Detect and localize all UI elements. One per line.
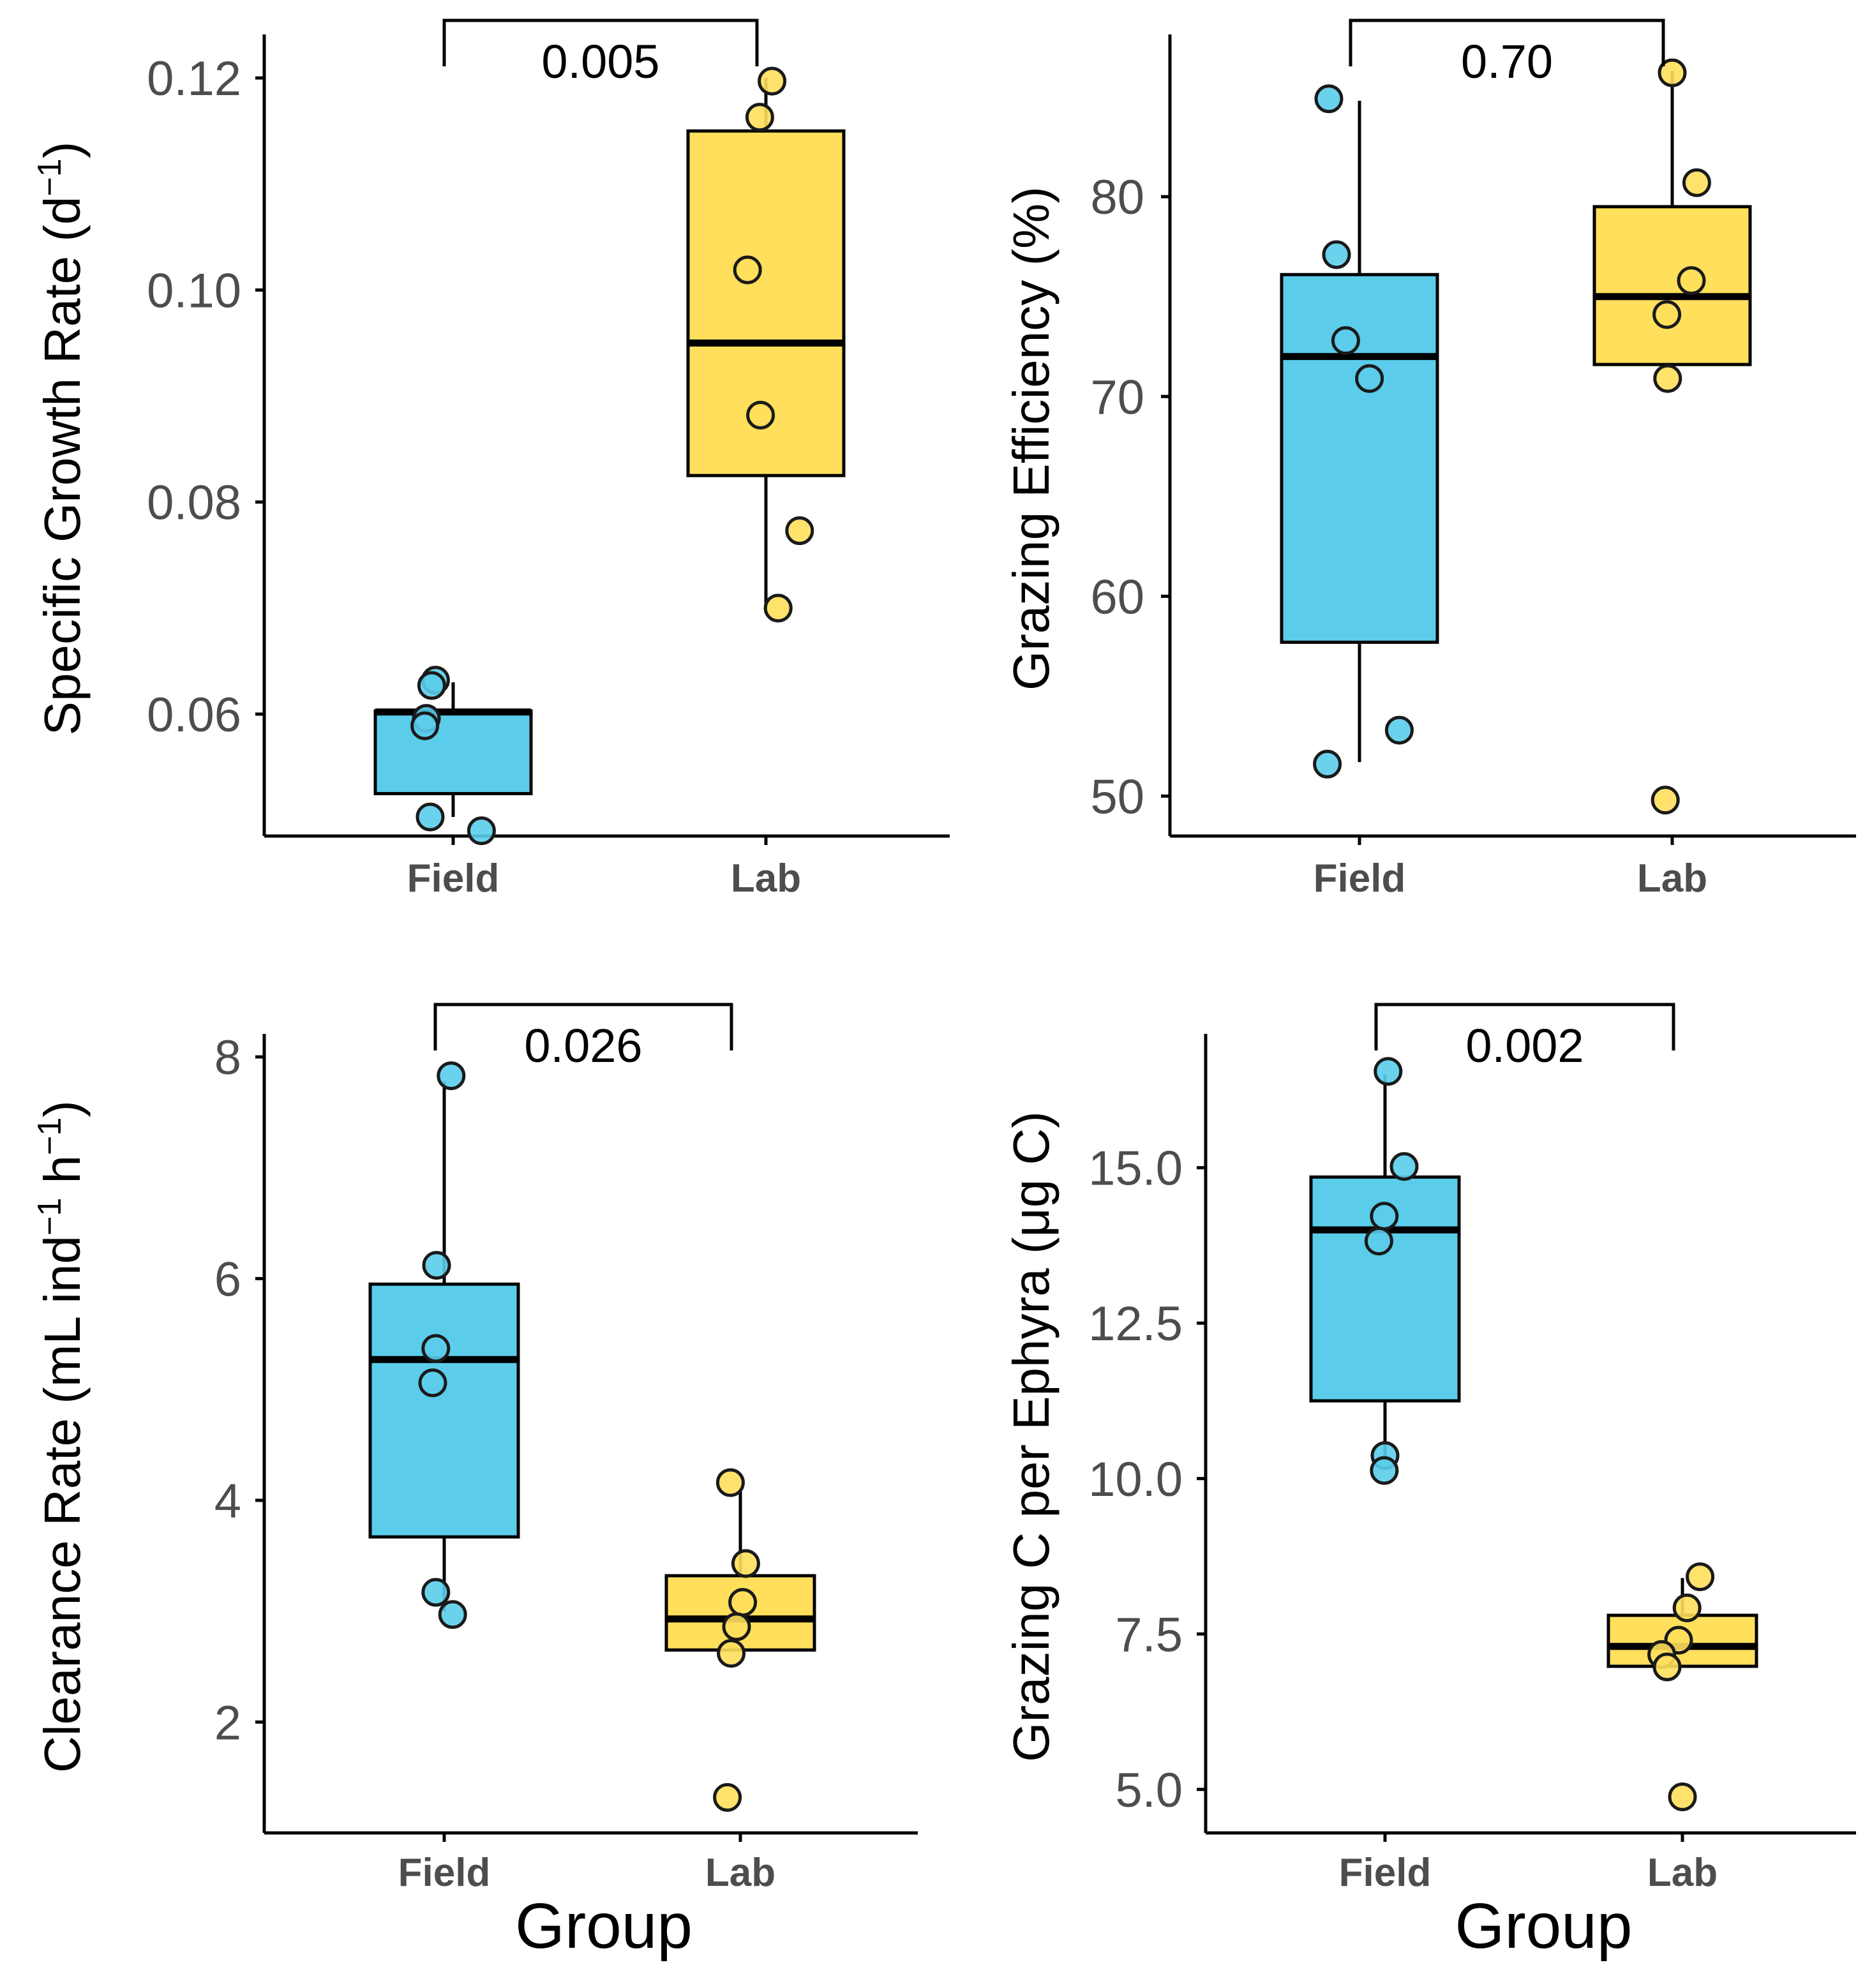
data-point-lab [1652,1652,1682,1682]
data-point-field [416,802,445,832]
x-tick-label-lab: Lab [705,1851,775,1895]
data-point-field [1322,240,1351,269]
x-tick-label-field: Field [1314,856,1406,901]
y-tick-label: 8 [214,1031,241,1085]
data-point-field [1314,84,1344,114]
significance-bracket [433,1003,733,1050]
y-tick-label: 70 [1090,370,1144,424]
y-axis-title: Grazing Efficiency (%) [1003,186,1060,691]
y-axis-title: Grazing C per Ephyra (μg C) [1003,1111,1060,1762]
box-field [368,1081,520,1611]
data-point-lab [1652,300,1682,329]
y-tick-label: 10.0 [1088,1453,1183,1507]
data-point-lab [1686,1562,1715,1592]
y-tick-label: 4 [214,1474,241,1528]
significance-bracket [442,19,759,66]
x-tick-label-lab: Lab [1637,856,1707,901]
data-point-lab [1658,58,1687,87]
data-point-field [418,1368,447,1398]
p-value-label: 0.70 [1461,35,1553,88]
box-lab [1592,70,1752,366]
data-point-lab [717,1639,746,1668]
box-field [1280,100,1439,763]
data-point-lab [758,66,787,96]
x-tick-label-field: Field [1339,1851,1432,1895]
x-tick-label-lab: Lab [731,856,801,901]
data-point-field [410,711,440,740]
significance-bracket [1374,1003,1675,1050]
p-value-label: 0.005 [541,35,659,88]
y-axis-title: Clearance Rate (mL ind−1 h−1) [31,1100,91,1773]
data-point-lab [1677,266,1706,295]
x-tick-label-field: Field [398,1851,491,1895]
data-point-field [1370,1202,1399,1231]
box-body [1592,205,1752,366]
data-point-field [1389,1152,1419,1181]
y-tick-label: 60 [1090,570,1144,624]
data-point-lab [1653,364,1682,393]
y-tick-label: 15.0 [1088,1142,1183,1196]
data-point-lab [1651,786,1680,815]
data-point-field [1384,715,1414,745]
data-point-field [467,816,496,846]
data-point-field [421,1334,451,1363]
y-tick-label: 5.0 [1115,1763,1183,1818]
y-tick-label: 0.08 [147,476,241,530]
grazing-carbon-panel: 5.0 7.5 10.0 12.5 15.0 Field Lab Grazing C per … [1003,1003,1856,1962]
data-point-lab [763,594,793,623]
data-point-field [1313,749,1342,779]
data-point-lab [731,1549,760,1578]
growth-rate-panel: 0.06 0.08 0.10 0.12 Field Lab Specific Growth … [31,19,950,901]
x-tick-label-field: Field [407,856,500,901]
box-body [368,1282,520,1539]
p-value-label: 0.002 [1465,1019,1584,1072]
x-axis-title: Group [1455,1890,1633,1962]
data-point-field [438,1600,467,1629]
data-point-field [417,671,446,700]
data-point-lab [785,516,814,546]
y-tick-label: 12.5 [1088,1297,1183,1351]
y-tick-label: 0.10 [147,264,241,318]
data-point-lab [713,1782,742,1812]
x-tick-label-lab: Lab [1647,1851,1718,1895]
data-point-lab [722,1612,751,1641]
grazing-efficiency-panel: 50 60 70 80 Field Lab Grazing Efficiency (%) 0.… [1003,19,1856,901]
data-point-lab [733,255,762,285]
clearance-rate-panel: 2 4 6 8 Field Lab Clearance Rate (mL ind−1 h−1… [31,1003,918,1962]
p-value-label: 0.026 [524,1019,642,1072]
y-tick-label: 6 [214,1252,241,1306]
data-point-field [1355,364,1384,393]
box-body [1280,273,1439,644]
data-point-field [1374,1057,1403,1086]
data-point-lab [715,1468,745,1497]
data-point-field [1331,326,1360,355]
data-point-field [437,1061,466,1091]
box-body [373,709,533,796]
data-point-field [1364,1227,1393,1256]
significance-bracket [1349,19,1665,66]
data-point-lab [745,103,774,132]
data-point-field [422,1251,451,1280]
y-tick-label: 0.12 [147,52,241,106]
data-point-lab [746,400,775,430]
data-point-field [421,1578,451,1607]
data-point-lab [1668,1782,1697,1812]
box-field [373,682,533,818]
data-point-lab [728,1588,758,1617]
y-tick-label: 50 [1090,770,1144,824]
data-point-lab [1672,1593,1702,1622]
y-tick-label: 80 [1090,170,1144,225]
y-axis-title: Specific Growth Rate (d−1) [31,142,91,736]
x-axis-title: Group [515,1890,693,1962]
y-tick-label: 7.5 [1115,1608,1183,1662]
y-tick-label: 0.06 [147,688,241,742]
data-point-field [1370,1456,1399,1485]
y-tick-label: 2 [214,1696,241,1750]
data-point-lab [1682,168,1711,197]
